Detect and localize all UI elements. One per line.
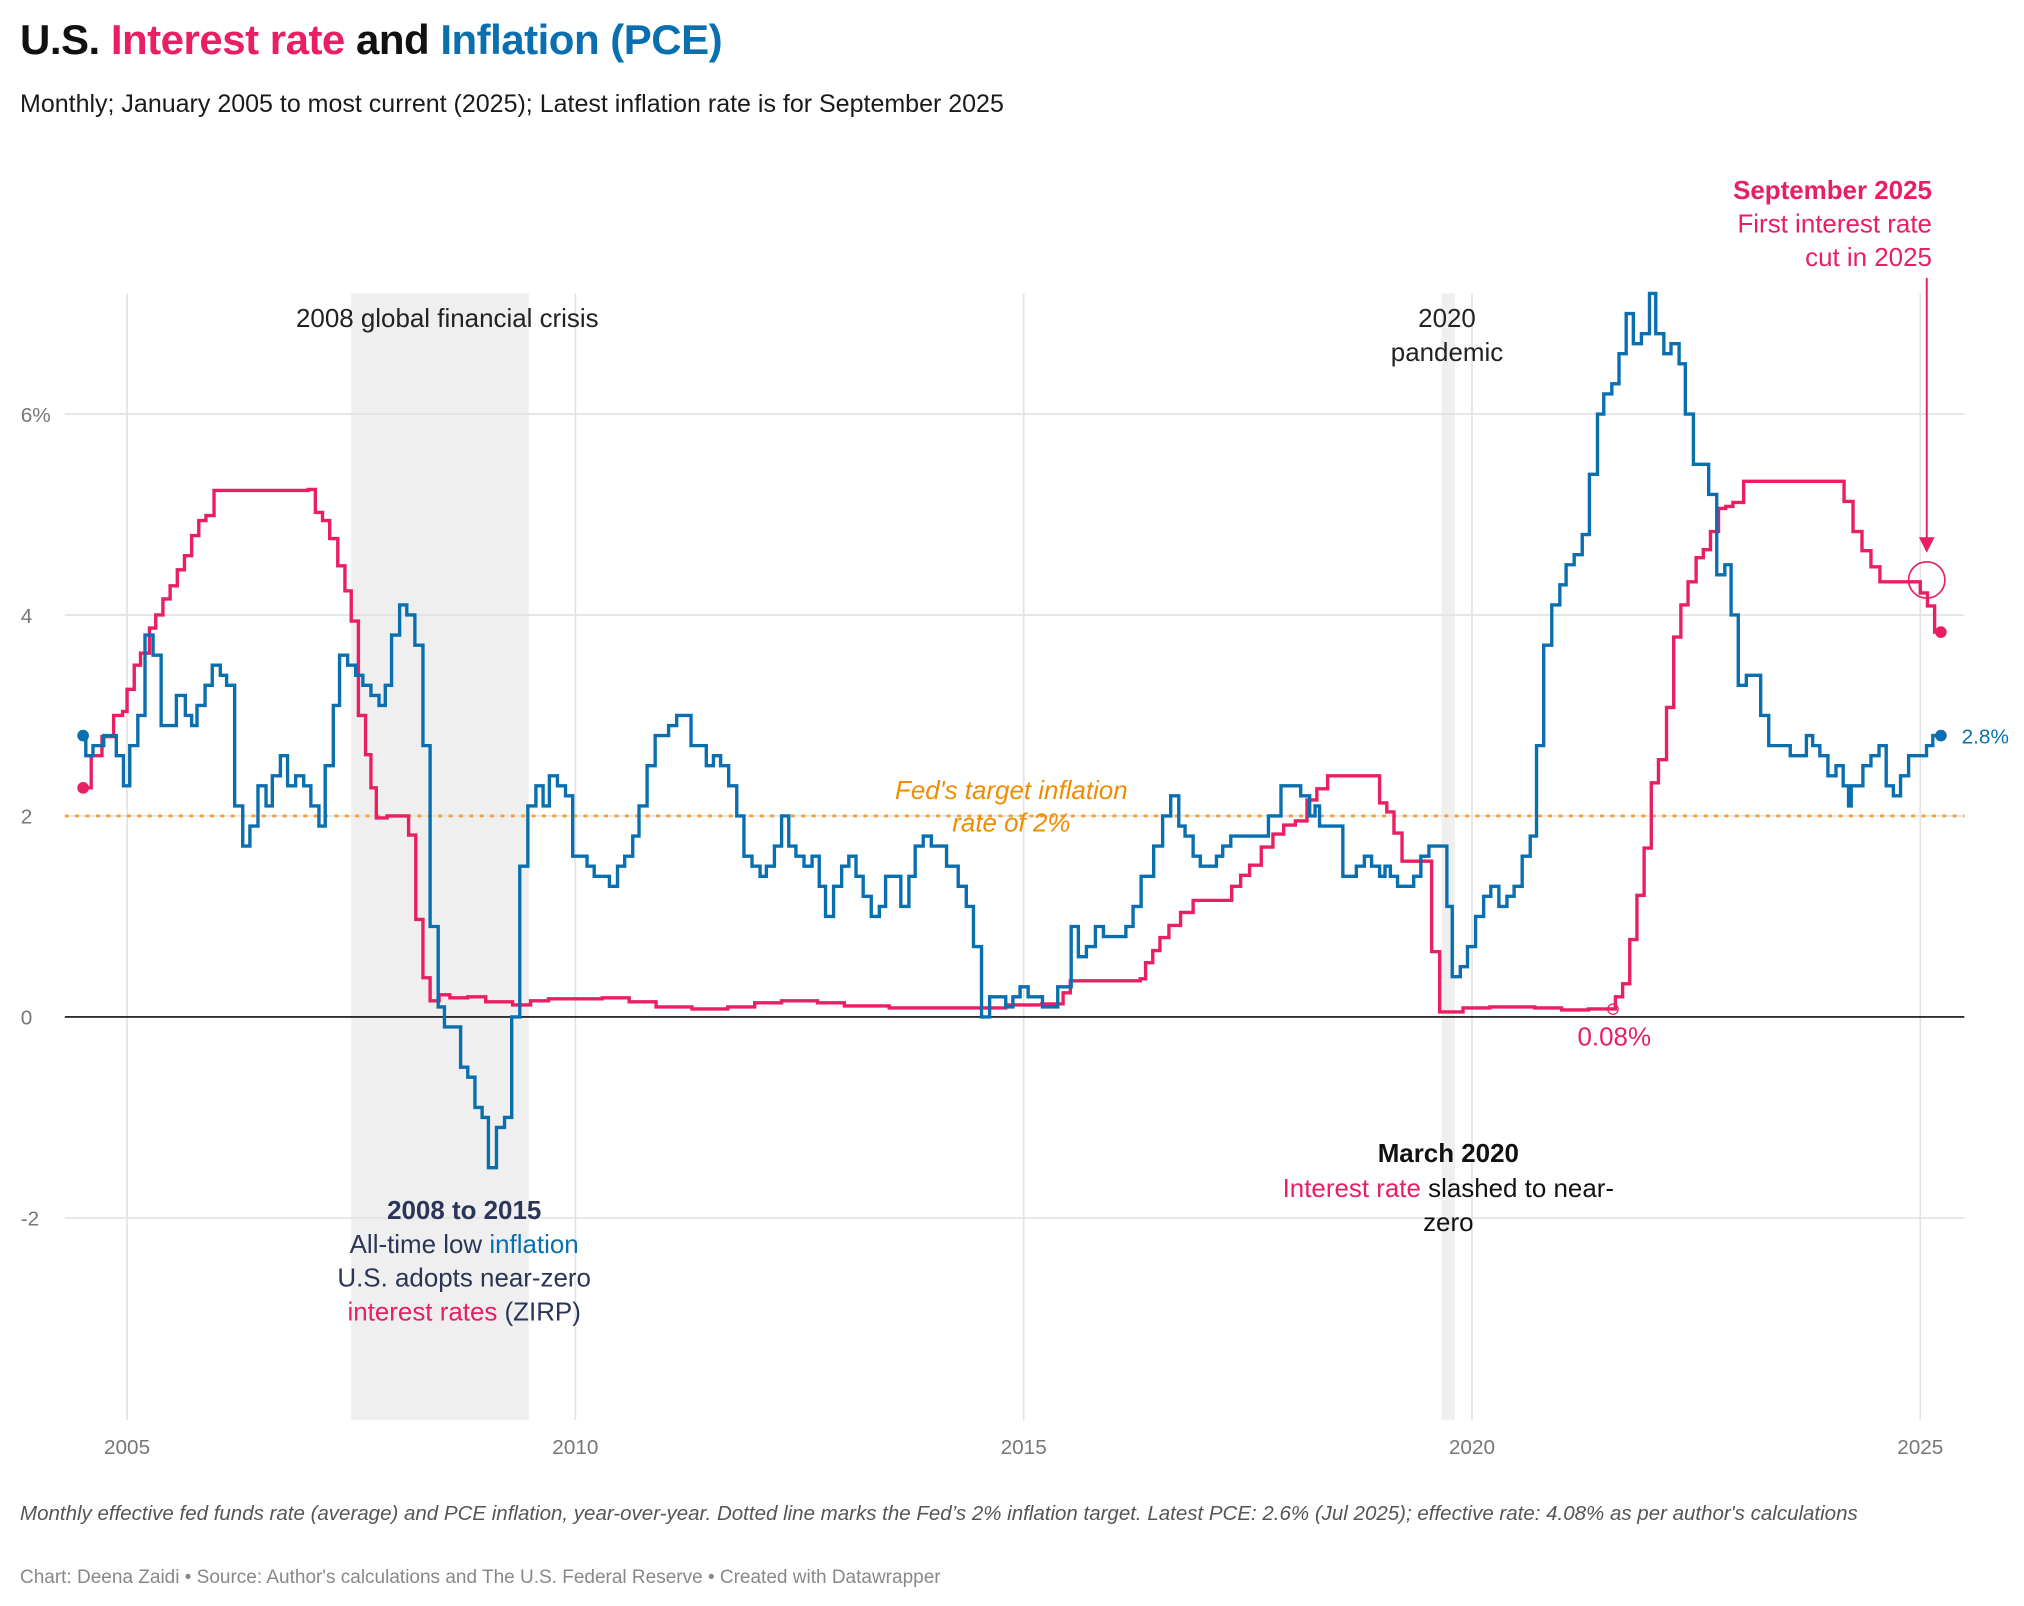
inflation-line xyxy=(83,291,1941,1170)
x-tick-label: 2020 xyxy=(1449,1436,1495,1459)
annotation-target-1: Fed's target inflation xyxy=(895,777,1128,805)
chart-credit: Chart: Deena Zaidi • Source: Author's ca… xyxy=(20,1567,941,1588)
x-tick-label: 2025 xyxy=(1897,1436,1943,1459)
series-dots: 2.8% xyxy=(77,626,2009,794)
inflation-end-dot xyxy=(1935,729,1947,742)
zirp-suffix: (ZIRP) xyxy=(497,1298,581,1326)
y-tick-label: 2 xyxy=(21,806,33,829)
annotation-march-title: March 2020 xyxy=(1378,1140,1519,1168)
annotation-zirp-title: 2008 to 2015 xyxy=(387,1197,541,1225)
title-us: U.S. xyxy=(20,16,111,63)
low-marker xyxy=(1607,1003,1619,1015)
chart-title: U.S. Interest rate and Inflation (PCE) xyxy=(20,16,723,64)
y-tick-label: -2 xyxy=(21,1208,39,1231)
y-tick-label: 4 xyxy=(21,605,33,628)
gridlines xyxy=(64,293,1965,1421)
annotation-zirp-line2: U.S. adopts near-zero xyxy=(337,1265,591,1293)
march-interest: Interest rate xyxy=(1283,1175,1421,1203)
zirp-inflation: inflation xyxy=(489,1231,578,1259)
y-tick-label: 0 xyxy=(21,1007,33,1030)
annotation-sept-title: September 2025 xyxy=(1733,177,1932,205)
y-tick-label: 6% xyxy=(21,404,51,427)
title-inflation: Inflation (PCE) xyxy=(440,16,723,63)
annotation-sept-line1: First interest rate xyxy=(1737,210,1931,238)
arrow-head-icon xyxy=(1918,537,1935,553)
annotation-pandemic: pandemic xyxy=(1391,339,1503,367)
annotation-zirp-line3: interest rates (ZIRP) xyxy=(348,1298,581,1326)
x-tick-label: 2010 xyxy=(552,1436,598,1459)
x-tick-label: 2015 xyxy=(1001,1436,1047,1459)
inflation-start-dot xyxy=(77,729,89,742)
annotation-target-2: rate of 2% xyxy=(952,810,1070,838)
zirp-text: All-time low xyxy=(350,1231,490,1259)
annotation-low-value: 0.08% xyxy=(1578,1023,1652,1051)
annotation-circle xyxy=(1907,560,1946,599)
annotation-pandemic-year: 2020 xyxy=(1418,305,1476,333)
annotation-zirp-line1: All-time low inflation xyxy=(350,1231,579,1259)
annotation-march-line1: Interest rate slashed to near- xyxy=(1283,1175,1614,1203)
tick-labels: 2005 2010 2015 2020 2025 -2 0 2 4 6% xyxy=(21,404,1944,1459)
annotation-march-line2: zero xyxy=(1423,1209,1473,1237)
interest-rate-start-dot xyxy=(77,781,89,794)
series-lines xyxy=(83,291,1941,1170)
interest-rate-end-dot xyxy=(1935,626,1947,638)
annotation-sept-line2: cut in 2025 xyxy=(1805,244,1932,272)
annotation-gfc: 2008 global financial crisis xyxy=(296,305,599,333)
chart-subtitle: Monthly; January 2005 to most current (2… xyxy=(20,90,1004,118)
zirp-interest: interest rates xyxy=(348,1298,498,1326)
x-tick-label: 2005 xyxy=(104,1436,150,1459)
title-interest-rate: Interest rate xyxy=(110,16,345,63)
shaded-period-0 xyxy=(351,293,529,1421)
title-and: and xyxy=(344,16,441,63)
march-text: slashed to near- xyxy=(1421,1175,1614,1203)
inflation-end-label: 2.8% xyxy=(1962,725,2009,748)
chart-notes: Monthly effective fed funds rate (averag… xyxy=(20,1502,1858,1525)
